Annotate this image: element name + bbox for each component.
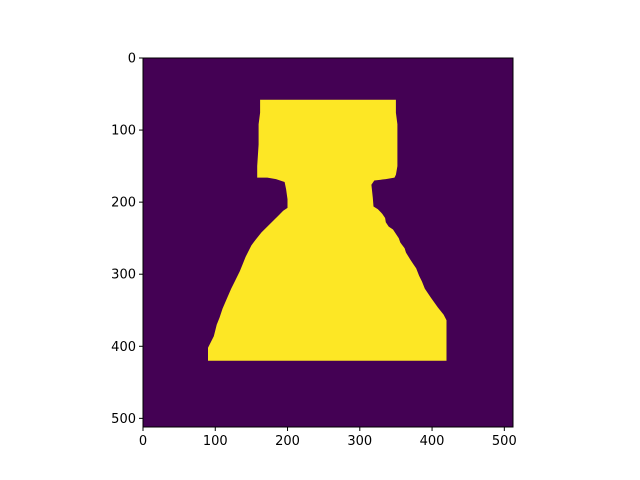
x-tick-label: 100 xyxy=(203,434,228,449)
axes-frame xyxy=(142,57,514,428)
x-axis: 0 100 200 300 400 500 xyxy=(139,427,517,449)
y-tick-label: 400 xyxy=(111,340,136,355)
x-tick-label: 400 xyxy=(420,434,445,449)
y-tick-label: 200 xyxy=(111,196,136,211)
y-axis: 0 100 200 300 400 500 xyxy=(111,52,143,427)
y-tick-label: 300 xyxy=(111,268,136,283)
heatmap-mask-region xyxy=(208,99,447,361)
x-tick-label: 300 xyxy=(347,434,372,449)
y-tick-label: 0 xyxy=(128,52,136,67)
y-tick-label: 100 xyxy=(111,124,136,139)
x-tick-label: 200 xyxy=(275,434,300,449)
x-tick-label: 0 xyxy=(139,434,147,449)
x-tick-label: 500 xyxy=(492,434,517,449)
y-tick-label: 500 xyxy=(111,412,136,427)
